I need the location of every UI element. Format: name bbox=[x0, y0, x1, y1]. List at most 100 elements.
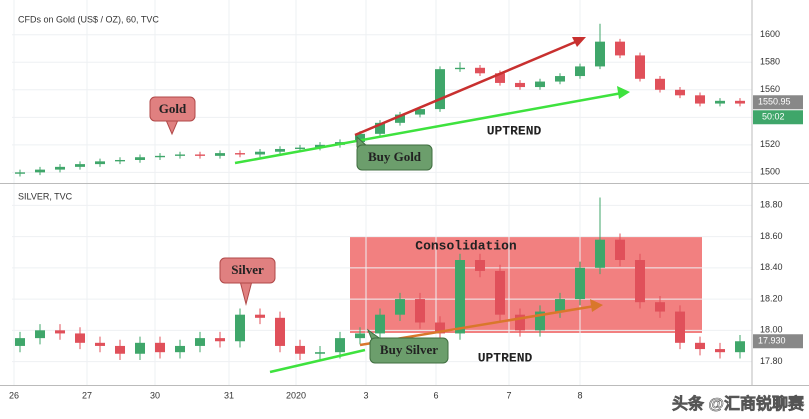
candle-body bbox=[275, 148, 285, 152]
candle-body bbox=[355, 333, 365, 339]
y-tick-label: 18.40 bbox=[760, 262, 783, 272]
callout-text: Buy Silver bbox=[380, 342, 438, 357]
candle-body bbox=[415, 299, 425, 323]
callout-text: Gold bbox=[159, 101, 187, 116]
candle-body bbox=[315, 352, 325, 354]
candle-body bbox=[395, 114, 405, 123]
candle-body bbox=[155, 155, 165, 158]
countdown-box bbox=[753, 110, 803, 125]
arrow-head bbox=[590, 299, 603, 312]
last-price: 17.930 bbox=[758, 336, 786, 346]
candle-body bbox=[95, 342, 105, 346]
candle-body bbox=[15, 172, 25, 174]
candle-body bbox=[595, 41, 605, 67]
y-tick-label: 1600 bbox=[760, 29, 780, 39]
y-tick-label: 18.60 bbox=[760, 231, 783, 241]
candle-body bbox=[635, 260, 645, 303]
candle-body bbox=[535, 81, 545, 88]
candle-body bbox=[555, 299, 565, 312]
candle-body bbox=[655, 302, 665, 312]
candle-body bbox=[195, 338, 205, 346]
x-tick-label: 6 bbox=[433, 390, 438, 400]
last-price-box bbox=[753, 95, 803, 110]
candle-body bbox=[15, 338, 25, 346]
x-tick-label: 2020 bbox=[286, 390, 306, 400]
candle-body bbox=[675, 311, 685, 343]
candle-body bbox=[615, 41, 625, 56]
callout-box bbox=[369, 337, 449, 364]
callout-box bbox=[149, 96, 196, 122]
callout-box bbox=[219, 257, 276, 284]
candle-body bbox=[695, 95, 705, 104]
annotation: UPTREND bbox=[478, 350, 533, 365]
candle-body bbox=[135, 157, 145, 160]
callout-box bbox=[356, 144, 433, 171]
candle-body bbox=[175, 154, 185, 156]
y-tick-label: 18.00 bbox=[760, 325, 783, 335]
candle-body bbox=[475, 260, 485, 271]
candle-body bbox=[215, 153, 225, 156]
candle-body bbox=[155, 342, 165, 353]
candle-body bbox=[235, 153, 245, 155]
candle-body bbox=[555, 76, 565, 82]
candle-body bbox=[495, 73, 505, 83]
candle-body bbox=[475, 67, 485, 74]
candle-body bbox=[215, 338, 225, 342]
x-tick-label: 3 bbox=[363, 390, 368, 400]
last-price-box bbox=[753, 334, 803, 349]
price-labels: 1550.95 50:02 17.930 bbox=[753, 95, 803, 349]
candle-body bbox=[75, 164, 85, 167]
x-tick-label: 30 bbox=[150, 390, 160, 400]
x-tick-label: 7 bbox=[506, 390, 511, 400]
x-tick-label: 8 bbox=[577, 390, 582, 400]
candle-body bbox=[335, 338, 345, 353]
candle-body bbox=[295, 147, 305, 149]
candle-body bbox=[95, 161, 105, 165]
candle-body bbox=[375, 122, 385, 134]
candle-body bbox=[295, 345, 305, 354]
candle-body bbox=[615, 239, 625, 260]
axes: 15001520154015601580160017.8018.0018.201… bbox=[9, 0, 783, 400]
candle-body bbox=[255, 151, 265, 155]
candle-body bbox=[55, 330, 65, 334]
candle-body bbox=[435, 322, 445, 334]
candle-body bbox=[655, 78, 665, 90]
candle-body bbox=[355, 133, 365, 143]
panel-title: SILVER, TVC bbox=[18, 191, 73, 201]
annotation: UPTREND bbox=[487, 123, 542, 138]
candle-body bbox=[435, 69, 445, 110]
candle-body bbox=[535, 311, 545, 331]
annotation: Consolidation bbox=[415, 238, 517, 253]
y-tick-label: 1500 bbox=[760, 167, 780, 177]
callouts: Gold Buy Gold UPTREND Consolidation Silv… bbox=[149, 96, 542, 365]
panel-title: CFDs on Gold (US$ / OZ), 60, TVC bbox=[18, 14, 159, 24]
candle-body bbox=[635, 55, 645, 79]
arrow-head bbox=[572, 37, 586, 47]
candle-body bbox=[115, 159, 125, 162]
candle-body bbox=[575, 267, 585, 300]
candle-body bbox=[495, 270, 505, 315]
candle-body bbox=[715, 349, 725, 353]
last-price: 1550.95 bbox=[758, 97, 791, 107]
callout-text: Buy Gold bbox=[368, 149, 422, 164]
y-tick-label: 18.20 bbox=[760, 293, 783, 303]
candle-body bbox=[675, 89, 685, 96]
candle-body bbox=[715, 100, 725, 104]
candle-body bbox=[35, 330, 45, 339]
candle-body bbox=[455, 260, 465, 334]
candle-body bbox=[275, 317, 285, 346]
candle-body bbox=[35, 169, 45, 173]
candle-body bbox=[255, 314, 265, 318]
candle-body bbox=[735, 341, 745, 353]
candles bbox=[15, 23, 745, 360]
candle-body bbox=[135, 342, 145, 354]
y-tick-label: 1580 bbox=[760, 57, 780, 67]
candle-body bbox=[235, 314, 245, 342]
arrow bbox=[234, 91, 623, 165]
x-tick-label: 27 bbox=[82, 390, 92, 400]
y-tick-label: 17.80 bbox=[760, 356, 783, 366]
candle-body bbox=[115, 345, 125, 354]
candle-body bbox=[195, 154, 205, 156]
